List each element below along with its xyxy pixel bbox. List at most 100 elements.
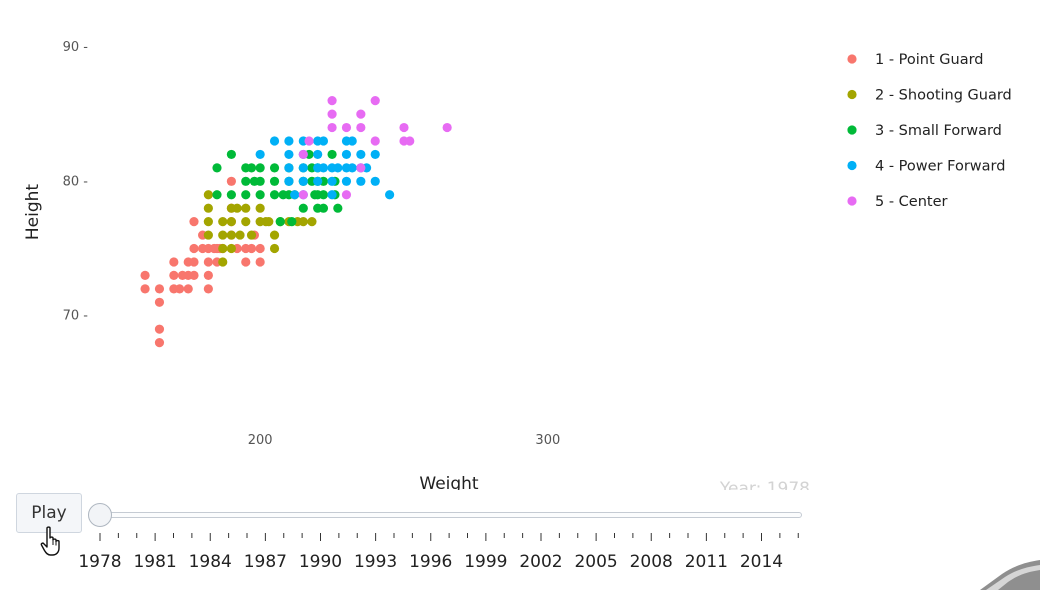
- data-point: [356, 122, 366, 133]
- data-point: [255, 203, 265, 213]
- data-point: [399, 122, 409, 133]
- data-point: [304, 136, 314, 146]
- data-point: [232, 203, 242, 213]
- data-point: [370, 96, 380, 106]
- data-point: [370, 136, 380, 146]
- data-point: [255, 163, 265, 173]
- data-point: [203, 190, 213, 200]
- data-point: [313, 149, 323, 160]
- data-points: [140, 96, 452, 348]
- data-point: [241, 203, 251, 213]
- x-axis-title: Weight: [419, 474, 479, 490]
- slider-track[interactable]: [98, 512, 802, 518]
- data-point: [298, 163, 308, 173]
- data-point: [385, 190, 395, 200]
- data-point: [269, 190, 280, 200]
- legend-marker: [847, 89, 857, 100]
- data-point: [169, 270, 179, 281]
- x-tick-label: 300: [535, 433, 560, 448]
- data-point: [298, 217, 308, 227]
- data-point: [203, 230, 213, 240]
- data-point: [212, 190, 222, 200]
- data-point: [218, 243, 228, 254]
- data-point: [246, 163, 257, 173]
- data-point: [298, 149, 308, 160]
- data-point: [318, 203, 329, 213]
- legend-label: 3 - Small Forward: [875, 123, 1002, 139]
- data-point: [203, 217, 213, 227]
- slider-step-label[interactable]: 1978: [78, 552, 121, 572]
- slider-step-label[interactable]: 1981: [133, 552, 176, 572]
- legend-marker: [847, 196, 857, 206]
- slider-handle[interactable]: [88, 503, 112, 527]
- slider-step-label[interactable]: 2002: [519, 552, 562, 572]
- slider-step-label[interactable]: 1987: [244, 552, 287, 572]
- data-point: [212, 163, 222, 173]
- data-point: [255, 243, 265, 254]
- data-point: [405, 136, 415, 146]
- data-point: [269, 136, 280, 146]
- data-point: [140, 284, 150, 294]
- data-point: [318, 190, 329, 200]
- year-watermark: Year: 1978: [719, 479, 810, 490]
- y-axis: 70 - 80 - 90 -: [63, 40, 89, 324]
- data-point: [154, 297, 165, 307]
- legend: 1 - Point Guard 2 - Shooting Guard 3 - Sma…: [847, 52, 1012, 210]
- data-point: [255, 149, 265, 160]
- data-point: [307, 217, 317, 227]
- data-point: [327, 176, 337, 186]
- x-tick-label: 200: [248, 433, 273, 448]
- y-tick-label: 90 -: [63, 40, 89, 55]
- data-point: [241, 176, 251, 186]
- data-point: [203, 203, 213, 213]
- data-point: [203, 284, 213, 294]
- data-point: [284, 149, 294, 160]
- data-point: [218, 257, 228, 267]
- slider-step-label[interactable]: 2005: [574, 552, 617, 572]
- data-point: [284, 176, 294, 186]
- legend-marker: [847, 54, 857, 64]
- slider-step-label[interactable]: 2011: [685, 552, 728, 572]
- slider-step-label[interactable]: 2008: [630, 552, 673, 572]
- data-point: [269, 176, 280, 186]
- slider-step-label[interactable]: 1993: [354, 552, 397, 572]
- legend-label: 4 - Power Forward: [875, 159, 1005, 175]
- data-point: [235, 230, 245, 240]
- data-point: [203, 270, 213, 281]
- slider-steps: 1978 1981 1984 1987 1990 1993 1996 1999 2002 2005…: [78, 533, 799, 572]
- data-point: [226, 176, 236, 186]
- data-point: [189, 217, 199, 227]
- data-point: [226, 149, 236, 160]
- data-point: [347, 163, 357, 173]
- slider-step-label[interactable]: 1996: [409, 552, 452, 572]
- data-point: [341, 190, 352, 200]
- data-point: [241, 190, 251, 200]
- data-point: [189, 243, 199, 254]
- legend-marker: [847, 125, 857, 135]
- data-point: [154, 338, 165, 348]
- data-point: [333, 163, 343, 173]
- data-point: [154, 324, 165, 334]
- data-point: [255, 257, 265, 267]
- legend-marker: [847, 160, 857, 171]
- corner-graphic: [980, 560, 1040, 590]
- slider-step-label[interactable]: 1999: [464, 552, 507, 572]
- data-point: [356, 109, 366, 119]
- slider-step-label[interactable]: 1984: [189, 552, 232, 572]
- data-point: [327, 96, 337, 106]
- data-point: [175, 284, 185, 294]
- data-point: [183, 284, 193, 294]
- data-point: [356, 149, 366, 160]
- data-point: [290, 190, 300, 200]
- data-point: [442, 122, 452, 133]
- data-point: [246, 230, 257, 240]
- data-point: [287, 217, 297, 227]
- slider-step-label[interactable]: 1990: [299, 552, 342, 572]
- data-point: [241, 217, 251, 227]
- data-point: [275, 217, 285, 227]
- data-point: [246, 243, 257, 254]
- data-point: [284, 163, 294, 173]
- slider-step-label[interactable]: 2014: [740, 552, 783, 572]
- y-tick-label: 70 -: [63, 309, 89, 324]
- data-point: [169, 257, 179, 267]
